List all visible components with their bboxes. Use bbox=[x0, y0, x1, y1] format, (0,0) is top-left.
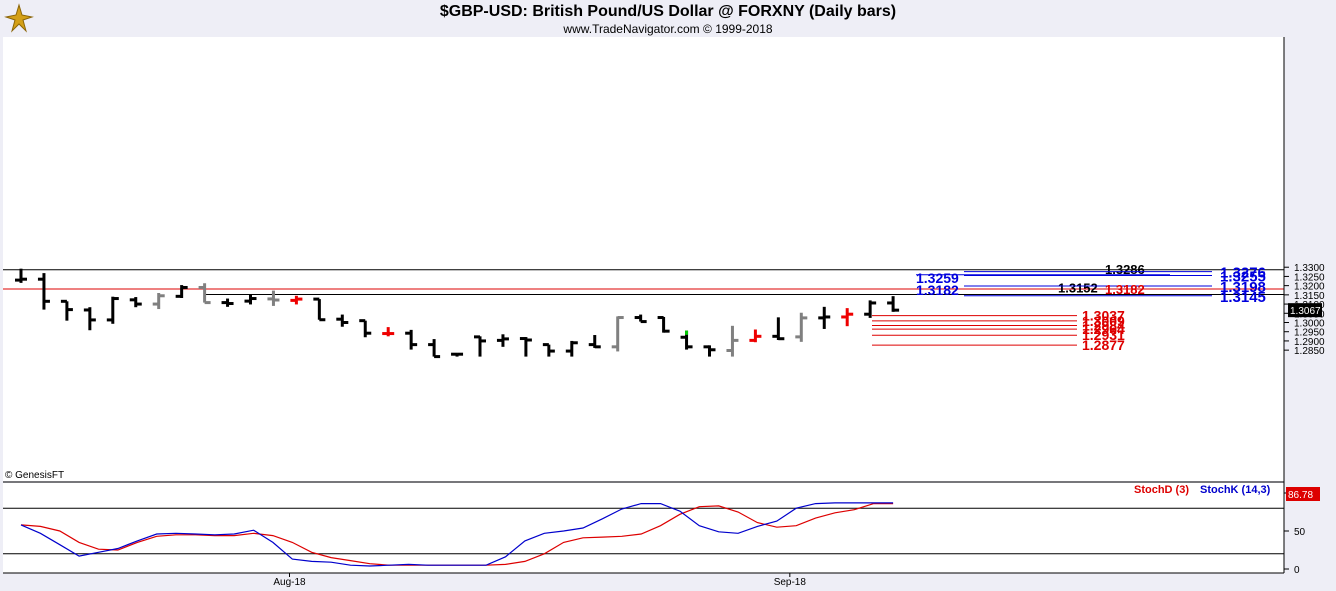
price-tick-label: 1.3000 bbox=[1294, 319, 1325, 330]
ohlc-bar bbox=[37, 273, 50, 310]
ohlc-bar bbox=[864, 300, 877, 318]
level-label-1.2931: 1.2931 bbox=[1082, 327, 1125, 343]
ohlc-bar bbox=[221, 298, 234, 307]
ohlc-bar bbox=[60, 299, 73, 321]
ohlc-bar bbox=[15, 268, 27, 283]
chart-header: $GBP-USD: British Pound/US Dollar @ FORX… bbox=[0, 0, 1336, 37]
price-tick-label: 1.2850 bbox=[1294, 346, 1325, 357]
axis-layer: 1.33001.32501.32001.31501.31001.30501.30… bbox=[3, 37, 1325, 588]
ohlc-bars bbox=[15, 268, 900, 359]
stoch-tick-label: 50 bbox=[1294, 527, 1306, 538]
ohlc-bar bbox=[175, 285, 188, 298]
ohlc-bar bbox=[496, 334, 509, 347]
ohlc-bar bbox=[887, 296, 900, 312]
level-label-1.3182-blue: 1.3182 bbox=[916, 282, 959, 298]
price-tick-label: 1.3200 bbox=[1294, 282, 1325, 293]
ohlc-bar bbox=[267, 290, 280, 306]
level-label-1.3037: 1.3037 bbox=[1082, 308, 1125, 324]
ohlc-bar bbox=[152, 293, 165, 310]
level-label-1.3286: 1.3286 bbox=[1105, 262, 1145, 277]
ohlc-bar bbox=[519, 337, 532, 357]
ohlc-bar bbox=[657, 316, 670, 333]
chart-subtitle: www.TradeNavigator.com © 1999-2018 bbox=[563, 22, 773, 36]
x-tick-label: Sep-18 bbox=[774, 577, 807, 588]
level-label-1.2964: 1.2964 bbox=[1082, 321, 1125, 337]
last-price-badge bbox=[1288, 303, 1322, 318]
stoch-tick-label: 0 bbox=[1294, 565, 1300, 576]
price-tick-label: 1.3150 bbox=[1294, 291, 1325, 302]
ohlc-bar bbox=[772, 317, 785, 341]
ohlc-bar bbox=[726, 325, 739, 357]
x-tick-label: Aug-18 bbox=[273, 577, 306, 588]
legend-stoch-d: StochD (3) bbox=[1134, 484, 1189, 496]
stoch-plot-background bbox=[3, 483, 1284, 573]
level-label-1.2984: 1.2984 bbox=[1082, 317, 1125, 333]
ohlc-bar bbox=[83, 307, 96, 331]
ohlc-bar bbox=[405, 329, 418, 350]
ohlc-bar bbox=[290, 295, 303, 305]
ohlc-bar bbox=[428, 339, 441, 359]
price-tick-label: 1.3250 bbox=[1294, 272, 1325, 283]
level-label-1.3255: 1.3255 bbox=[1220, 269, 1266, 286]
level-label-1.3182-red: 1.3182 bbox=[1105, 282, 1145, 297]
price-tick-label: 1.2900 bbox=[1294, 337, 1325, 348]
level-label-1.3145: 1.3145 bbox=[1220, 289, 1266, 306]
level-label-1.3152: 1.3152 bbox=[1058, 280, 1098, 295]
ohlc-bar bbox=[129, 297, 142, 308]
ohlc-bar bbox=[680, 330, 693, 350]
level-label-1.2877: 1.2877 bbox=[1082, 337, 1125, 353]
level-label-1.3276: 1.3276 bbox=[1220, 265, 1266, 282]
ohlc-bar bbox=[611, 316, 624, 352]
stoch-last-label: 86.78 bbox=[1288, 490, 1313, 501]
ohlc-bar bbox=[565, 340, 578, 357]
genesis-gold-logo-icon bbox=[4, 3, 34, 33]
ohlc-bar bbox=[474, 335, 486, 357]
stochastic-panel[interactable]: StochD (3) StochK (14,3) bbox=[3, 483, 1284, 573]
legend-stoch-k: StochK (14,3) bbox=[1200, 484, 1271, 496]
ohlc-bar bbox=[313, 297, 326, 322]
ohlc-bar bbox=[106, 296, 119, 324]
price-plot-background bbox=[3, 37, 1284, 481]
ohlc-bar bbox=[451, 352, 464, 357]
price-tick-label: 1.2950 bbox=[1294, 328, 1325, 339]
ohlc-bar bbox=[588, 335, 601, 349]
chart-title: $GBP-USD: British Pound/US Dollar @ FORX… bbox=[439, 3, 897, 20]
ohlc-bar bbox=[382, 327, 395, 337]
ohlc-bar bbox=[749, 329, 762, 343]
ohlc-bar bbox=[703, 345, 716, 357]
level-label-1.3198: 1.3198 bbox=[1220, 279, 1266, 296]
ohlc-bar bbox=[336, 314, 349, 327]
last-price-label: 1.3067 bbox=[1290, 306, 1321, 317]
ohlc-bar bbox=[542, 343, 555, 357]
ohlc-bar bbox=[634, 314, 647, 324]
ohlc-bar bbox=[359, 319, 372, 338]
ohlc-bar bbox=[841, 308, 854, 327]
stoch-k-line bbox=[20, 502, 894, 567]
ohlc-bar bbox=[818, 306, 831, 329]
level-label-1.3009: 1.3009 bbox=[1082, 313, 1125, 329]
ohlc-bar bbox=[795, 312, 808, 342]
ohlc-bar bbox=[244, 294, 257, 305]
ohlc-bar bbox=[198, 283, 211, 305]
price-tick-label: 1.3300 bbox=[1294, 263, 1325, 274]
stoch-last-badge bbox=[1286, 487, 1320, 501]
level-label-1.3259: 1.3259 bbox=[916, 270, 959, 286]
watermark: © GenesisFT bbox=[5, 470, 64, 481]
